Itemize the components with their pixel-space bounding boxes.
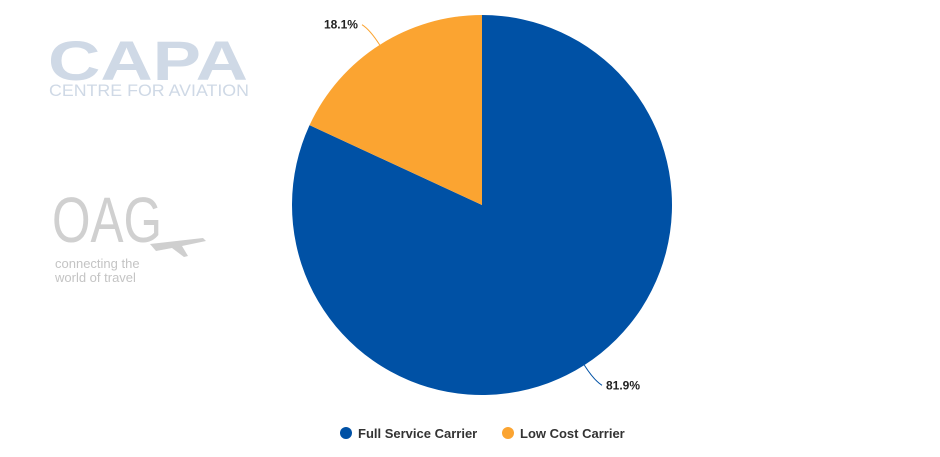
pie-slice-full-service[interactable]: [291, 15, 672, 396]
label-connectors: [361, 24, 603, 386]
oag-logo-name: OAG: [52, 184, 162, 256]
capa-logo: CAPA CENTRE FOR AVIATION: [48, 29, 249, 100]
legend-label-low-cost: Low Cost Carrier: [520, 426, 625, 441]
capa-logo-tagline: CENTRE FOR AVIATION: [49, 82, 249, 100]
legend-item-low-cost[interactable]: Low Cost Carrier: [502, 426, 625, 441]
data-label-full-service: 81.9%: [606, 378, 640, 392]
pie-slices: [291, 15, 672, 396]
legend-label-full-service: Full Service Carrier: [358, 426, 477, 441]
connector-full-service: [583, 364, 603, 386]
pie-slice-low-cost[interactable]: [309, 15, 482, 205]
capa-logo-name: CAPA: [48, 29, 248, 92]
oag-logo-tagline-line2: world of travel: [54, 270, 136, 285]
legend-marker-low-cost: [502, 427, 514, 439]
connector-low-cost: [361, 24, 381, 46]
data-label-low-cost: 18.1%: [324, 18, 358, 32]
legend-marker-full-service: [340, 427, 352, 439]
oag-logo-tagline-line1: connecting the: [55, 256, 140, 271]
oag-logo: OAG connecting the world of travel: [52, 184, 206, 285]
airplane-icon: [150, 238, 206, 257]
legend: Full Service Carrier Low Cost Carrier: [340, 426, 625, 441]
legend-item-full-service[interactable]: Full Service Carrier: [340, 426, 477, 441]
